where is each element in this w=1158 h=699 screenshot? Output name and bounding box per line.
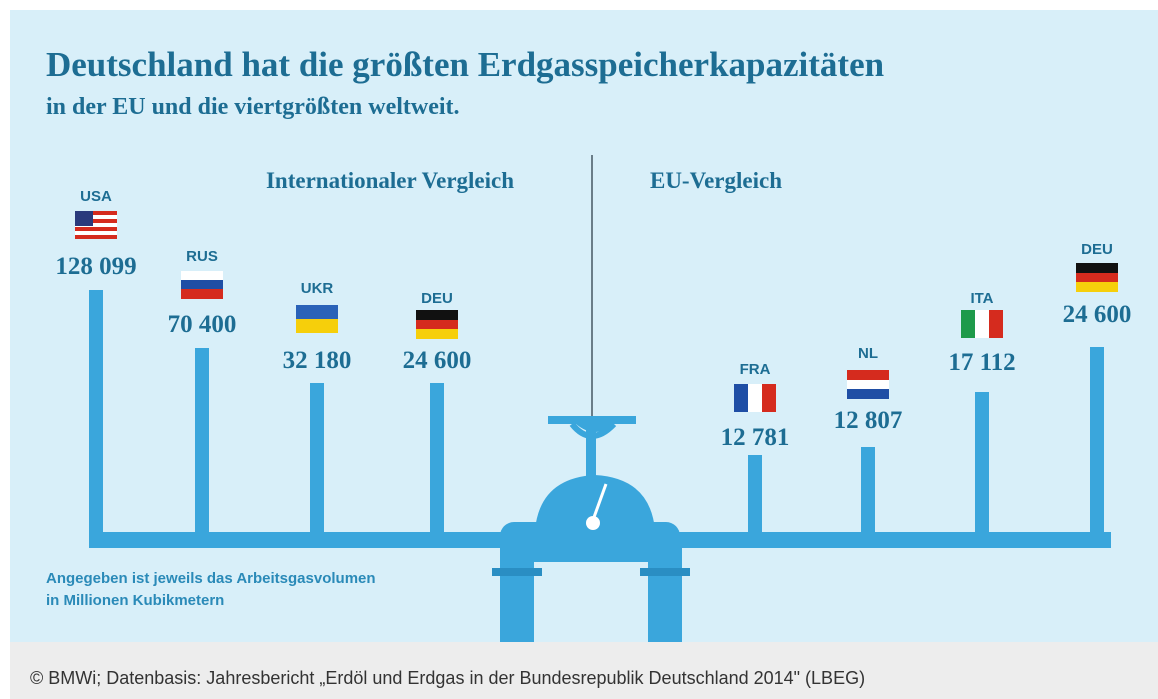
page: © BMWi; Datenbasis: Jahresbericht „Erdöl… [0, 0, 1158, 699]
note: in Millionen Kubikmetern [46, 592, 224, 609]
flag-deu [1076, 263, 1118, 292]
value-label: 24 600 [403, 347, 472, 374]
country-code: USA [80, 188, 112, 205]
flag-rus [181, 271, 223, 299]
flag-fra [734, 384, 776, 412]
value-label: 128 099 [55, 253, 136, 280]
value-label: 70 400 [168, 311, 237, 338]
country-code: DEU [421, 290, 453, 307]
country-code: NL [858, 345, 878, 362]
subtitle: in der EU und die viertgrößten weltweit. [46, 94, 460, 120]
section-title: EU-Vergleich [650, 168, 782, 193]
flag-deu [416, 310, 458, 339]
title: Deutschland hat die größten Erdgasspeich… [46, 45, 884, 84]
section-title: Internationaler Vergleich [266, 168, 514, 193]
flag-ukr [296, 305, 338, 333]
value-label: 12 807 [834, 407, 903, 434]
country-code: RUS [186, 248, 218, 265]
flag-nl [847, 370, 889, 399]
country-code: ITA [970, 290, 993, 307]
flag-ita [961, 310, 1003, 338]
flag-usa [75, 211, 117, 239]
country-code: UKR [301, 280, 334, 297]
note: Angegeben ist jeweils das Arbeitsgasvolu… [46, 570, 376, 587]
value-label: 17 112 [948, 349, 1015, 376]
caption: © BMWi; Datenbasis: Jahresbericht „Erdöl… [30, 668, 865, 688]
value-label: 32 180 [283, 347, 352, 374]
country-code: FRA [740, 361, 771, 378]
value-label: 12 781 [721, 424, 790, 451]
country-code: DEU [1081, 241, 1113, 258]
value-label: 24 600 [1063, 301, 1132, 328]
